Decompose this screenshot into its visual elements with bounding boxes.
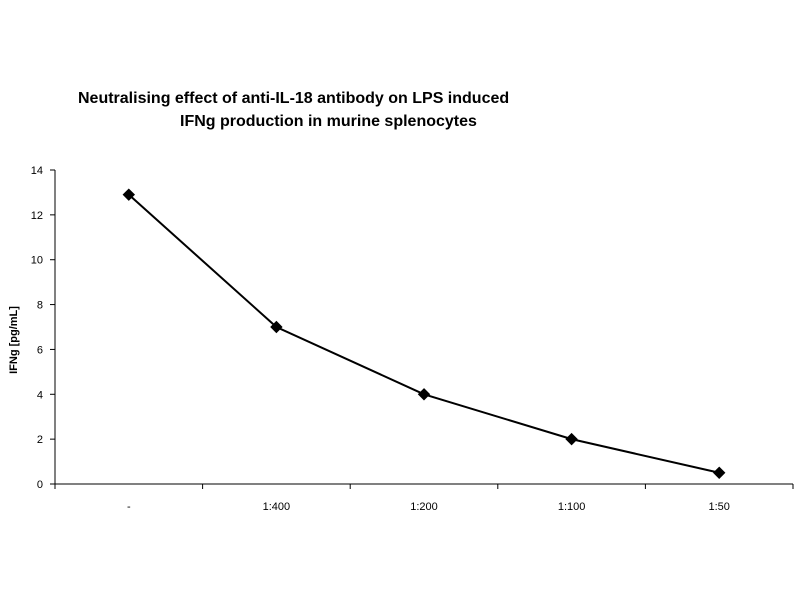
- data-point-marker: [417, 388, 431, 401]
- data-point-marker: [122, 188, 136, 201]
- y-tick-label: 14: [31, 165, 43, 177]
- series-line: [128, 193, 720, 474]
- y-tick-label: 0: [37, 479, 43, 491]
- x-tick-label: -: [127, 501, 131, 513]
- chart-title-line-1: Neutralising effect of anti-IL-18 antibo…: [78, 90, 509, 107]
- y-tick-label: 4: [37, 389, 43, 401]
- axes: [54, 170, 793, 485]
- x-tick-label: 1:100: [558, 501, 586, 513]
- data-point-marker: [712, 466, 726, 479]
- x-tick-label: 1:400: [263, 501, 291, 513]
- y-axis-title: IFNg [pg/mL]: [8, 306, 20, 374]
- ticks: 0 2 4 6 8 10 12 14 - 1:400 1:200 1:100 1:50: [31, 165, 794, 513]
- y-tick-label: 8: [37, 300, 43, 312]
- data-point-marker: [270, 320, 283, 334]
- chart-title-line-2: IFNg production in murine splenocytes: [180, 113, 477, 130]
- series: [122, 188, 726, 479]
- y-tick-label: 6: [37, 344, 43, 356]
- y-tick-label: 10: [31, 255, 43, 267]
- data-point-marker: [565, 432, 578, 446]
- x-tick-label: 1:200: [410, 501, 438, 513]
- y-tick-label: 12: [31, 210, 43, 222]
- x-tick-label: 1:50: [708, 501, 729, 513]
- y-tick-label: 2: [37, 434, 43, 446]
